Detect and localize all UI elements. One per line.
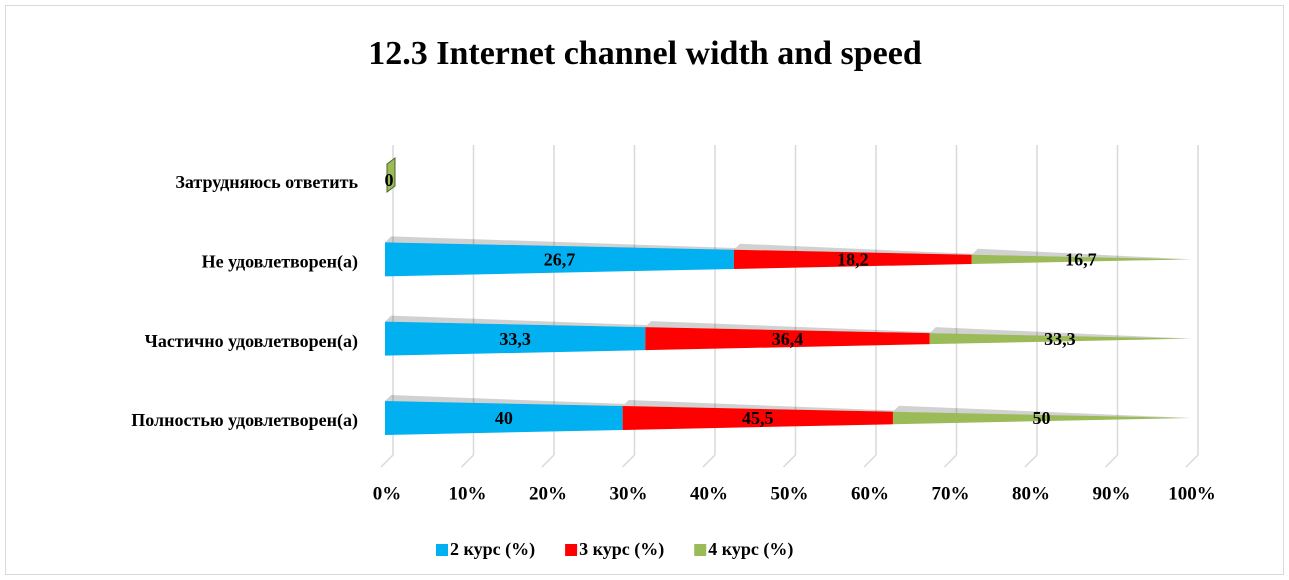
bar-segment: [385, 401, 623, 435]
value-label: 26,7: [544, 249, 576, 269]
value-label: 16,7: [1065, 249, 1097, 269]
grid-floor: [380, 454, 394, 468]
legend-swatch: [436, 544, 448, 556]
grid-floor: [943, 454, 958, 468]
bar-top: [385, 395, 625, 407]
category-label: Затрудняюсь ответить: [175, 172, 358, 192]
value-label: 40: [495, 408, 513, 428]
grid-floor: [1104, 454, 1119, 468]
bar-segment: [892, 411, 1190, 425]
bar-segment: [385, 242, 734, 277]
bar-top: [385, 315, 648, 328]
x-tick-label: 40%: [690, 483, 728, 504]
bar-top: [971, 248, 1192, 260]
grid-floor: [863, 454, 877, 468]
value-label: 0: [385, 170, 394, 190]
bar-segment: [645, 327, 930, 351]
bar-top: [892, 405, 1192, 418]
bar-top: [733, 243, 974, 255]
value-label: 18,2: [837, 249, 869, 269]
bar-segment: [385, 321, 646, 356]
value-label: 33,3: [499, 329, 531, 349]
grid-floor: [1024, 454, 1038, 468]
bar-top: [929, 327, 1192, 339]
x-tick-label: 10%: [449, 483, 487, 504]
bar-segment: [733, 249, 972, 269]
grid-floor: [1185, 454, 1199, 468]
x-tick-label: 60%: [851, 483, 889, 504]
legend-swatch: [565, 544, 578, 556]
grid-floor: [782, 454, 797, 468]
x-tick-label: 90%: [1093, 483, 1131, 504]
bar-segment: [971, 254, 1190, 264]
value-label: 33,3: [1044, 329, 1076, 349]
legend-label: 3 курс (%): [579, 539, 664, 560]
grid-floor: [702, 454, 716, 468]
x-tick-label: 80%: [1012, 483, 1050, 504]
x-tick-label: 100%: [1168, 483, 1216, 504]
grid-floor: [621, 454, 636, 468]
legend-swatch: [694, 544, 707, 556]
category-label: Частично удовлетворен(а): [145, 331, 358, 352]
grid-floor: [460, 454, 475, 468]
value-label: 36,4: [772, 329, 804, 349]
x-tick-label: 0%: [373, 483, 402, 504]
bar-top: [385, 236, 736, 250]
category-label: Полностью удовлетворен(а): [131, 410, 358, 431]
x-tick-label: 70%: [932, 483, 970, 504]
bar-segment: [386, 157, 396, 193]
x-tick-label: 20%: [529, 483, 567, 504]
bar-top: [622, 400, 895, 412]
x-tick-label: 30%: [610, 483, 648, 504]
bar-segment: [622, 406, 893, 430]
bar-segment: [929, 333, 1190, 345]
legend-label: 2 курс (%): [450, 539, 535, 560]
value-label: 45,5: [742, 408, 774, 428]
x-tick-label: 50%: [771, 483, 809, 504]
category-label: Не удовлетворен(а): [202, 251, 358, 272]
legend-label: 4 курс (%): [708, 539, 793, 560]
value-label: 50: [1032, 408, 1050, 428]
grid-floor: [541, 454, 555, 468]
bar-top: [645, 321, 932, 334]
chart-border: [5, 5, 1284, 575]
chart-title: 12.3 Internet channel width and speed: [368, 35, 922, 72]
